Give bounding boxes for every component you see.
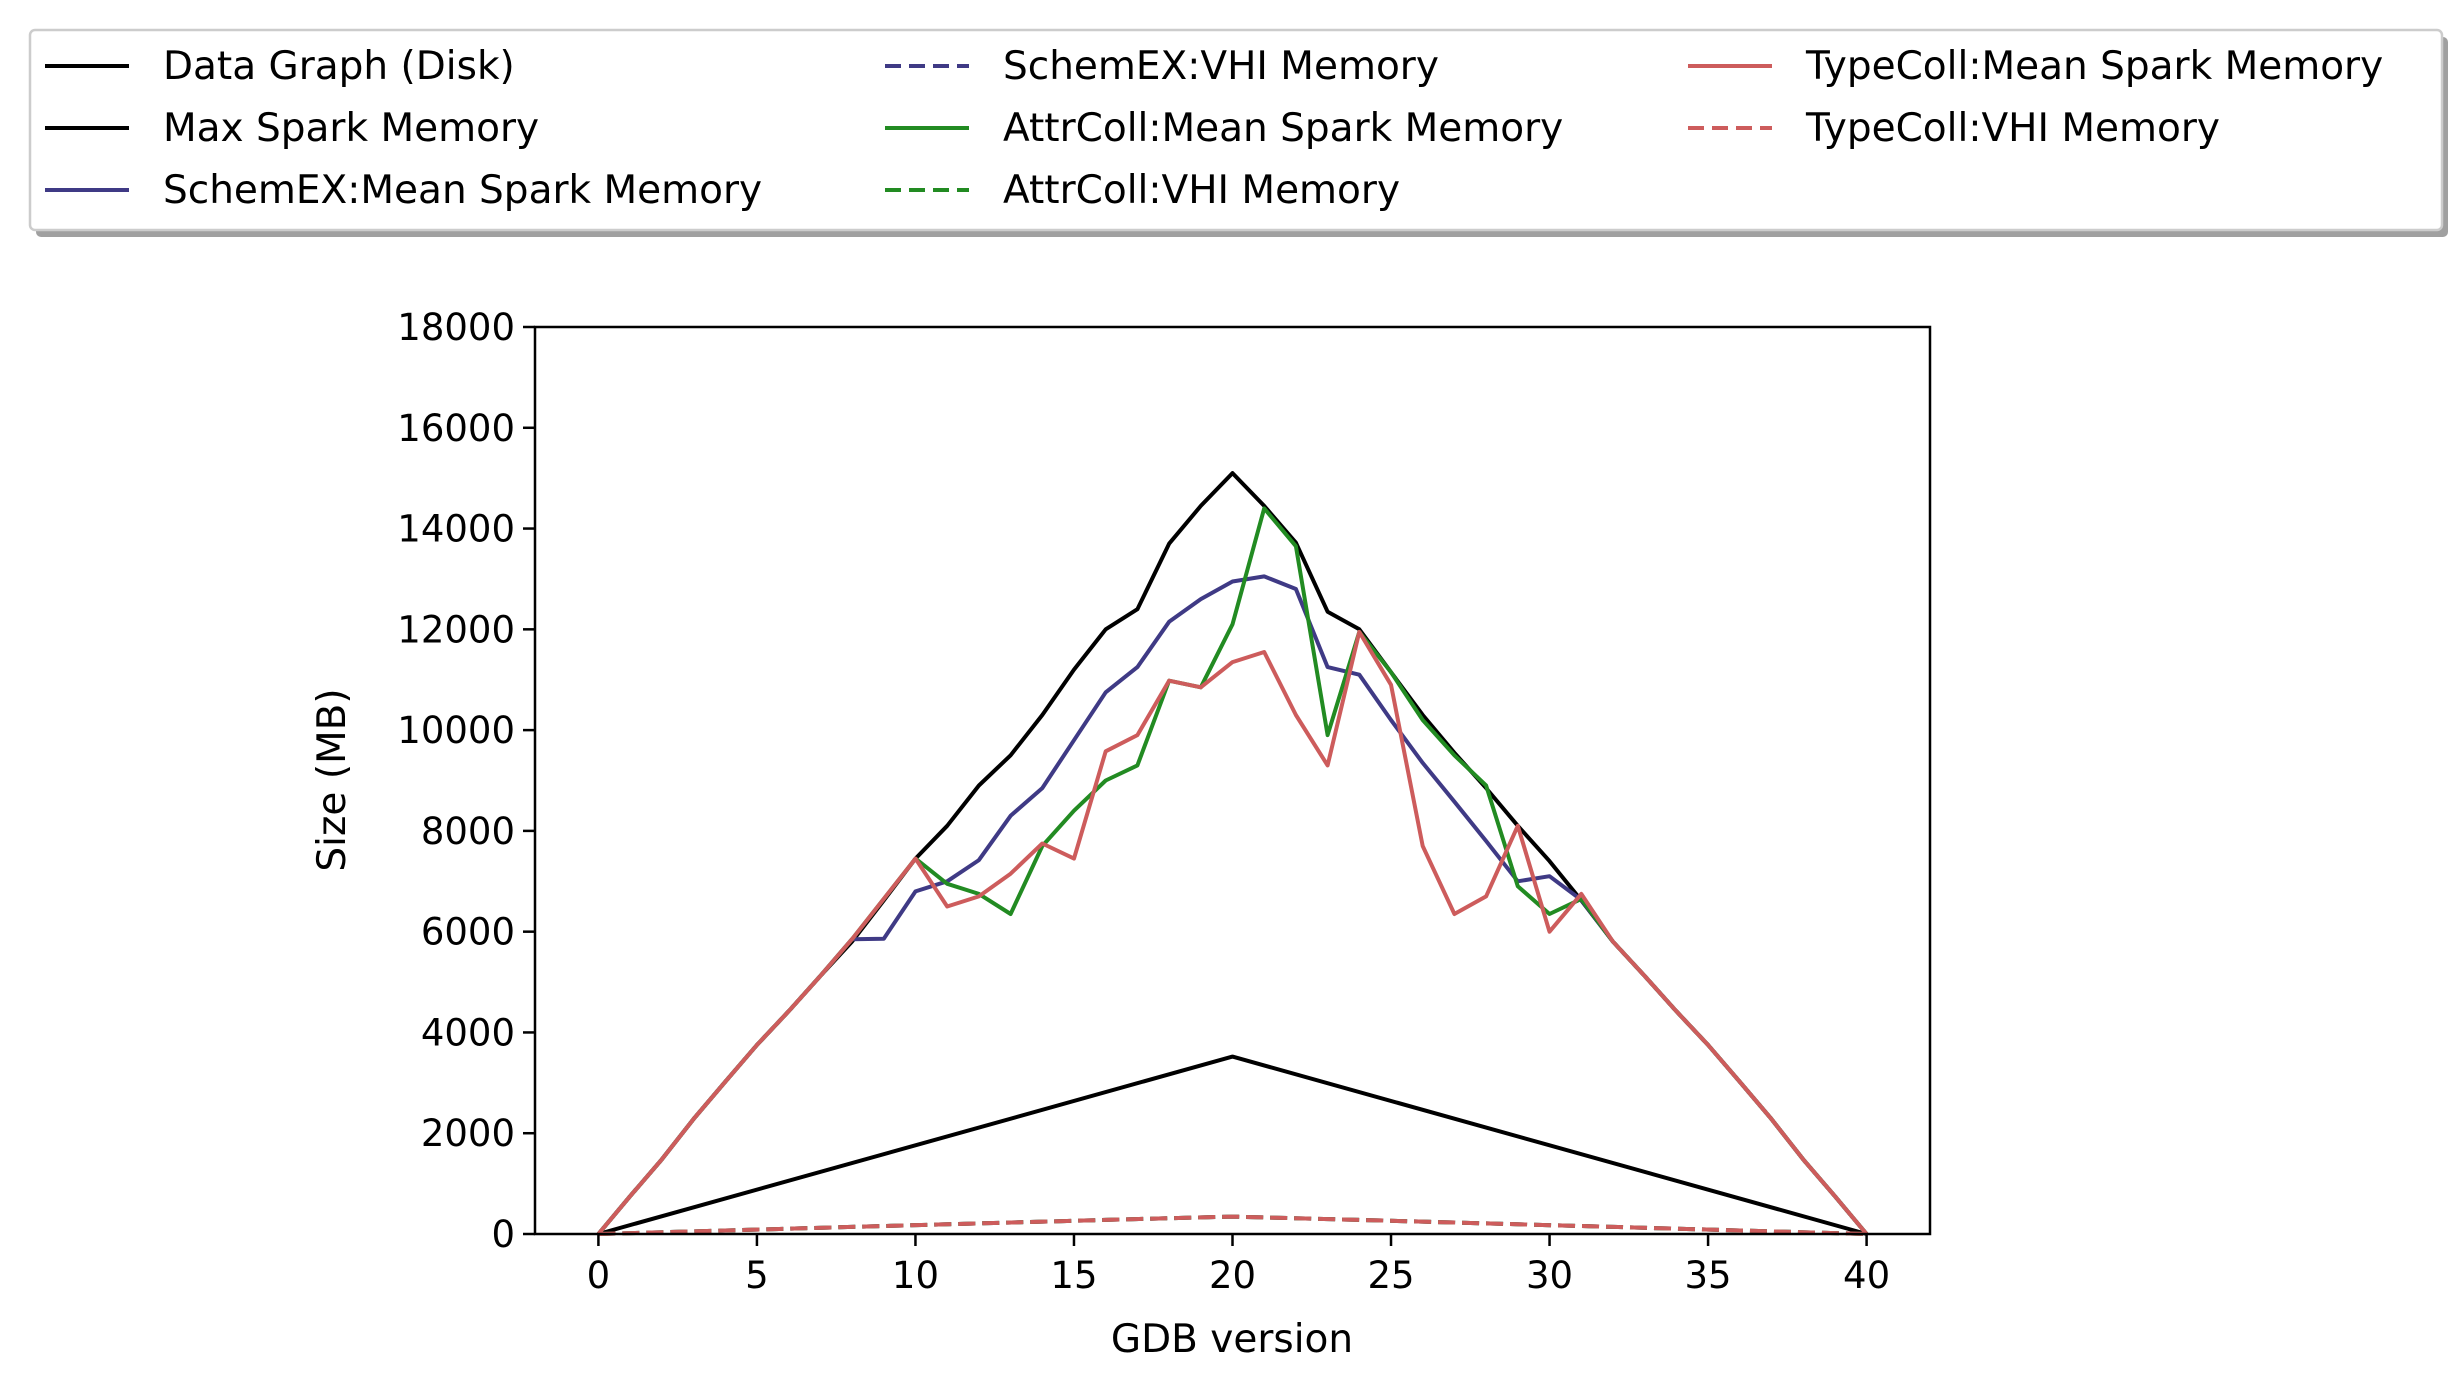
y-tick-label: 4000 bbox=[421, 1011, 515, 1054]
y-tick-label: 10000 bbox=[397, 709, 515, 752]
legend-label-attrcoll-vhi-memory: AttrColl:VHI Memory bbox=[1003, 168, 1400, 213]
x-ticks: 0 5 10 15 20 25 30 35 40 bbox=[587, 1234, 1890, 1297]
legend-label-schemex-mean-spark-memory: SchemEX:Mean Spark Memory bbox=[163, 168, 762, 213]
series-line-typecoll-vhi-memory bbox=[598, 1214, 1867, 1236]
legend-label-typecoll-mean-spark-memory: TypeColl:Mean Spark Memory bbox=[1805, 44, 2383, 89]
series-line-attrcoll-mean-spark-memory bbox=[596, 506, 1869, 1236]
legend-label-typecoll-vhi-memory: TypeColl:VHI Memory bbox=[1805, 106, 2220, 151]
series-line-data-graph-disk bbox=[597, 1054, 1868, 1236]
legend-label-max-spark-memory: Max Spark Memory bbox=[163, 106, 539, 151]
series-layer bbox=[596, 471, 1869, 1236]
plot-area: 0 5 10 15 20 25 30 35 40 0 2000 4000 6000 8000 10000 1… bbox=[310, 306, 1932, 1362]
y-tick-label: 8000 bbox=[421, 810, 515, 853]
x-tick-label: 15 bbox=[1050, 1254, 1097, 1297]
legend-label-attrcoll-mean-spark-memory: AttrColl:Mean Spark Memory bbox=[1003, 106, 1563, 151]
x-tick-label: 20 bbox=[1209, 1254, 1256, 1297]
series-line-schemex-vhi-memory bbox=[598, 1214, 1867, 1236]
y-tick-label: 18000 bbox=[397, 306, 515, 349]
x-tick-label: 5 bbox=[745, 1254, 769, 1297]
y-ticks: 0 2000 4000 6000 8000 10000 12000 14000 16000 180… bbox=[397, 306, 535, 1256]
legend: Data Graph (Disk) Max Spark Memory SchemEX… bbox=[28, 28, 2448, 237]
y-tick-label: 12000 bbox=[397, 608, 515, 651]
series-line-schemex-mean-spark-memory bbox=[596, 574, 1869, 1236]
plot-frame bbox=[533, 325, 1932, 1236]
x-axis-label: GDB version bbox=[1111, 1317, 1353, 1362]
y-axis-label: Size (MB) bbox=[310, 688, 355, 871]
x-tick-label: 35 bbox=[1685, 1254, 1732, 1297]
y-tick-label: 2000 bbox=[421, 1112, 515, 1155]
legend-frame bbox=[28, 28, 2444, 232]
x-tick-label: 30 bbox=[1526, 1254, 1573, 1297]
x-tick-label: 0 bbox=[587, 1254, 611, 1297]
y-tick-label: 6000 bbox=[421, 911, 515, 954]
legend-label-schemex-vhi-memory: SchemEX:VHI Memory bbox=[1003, 44, 1439, 89]
x-tick-label: 10 bbox=[892, 1254, 939, 1297]
legend-label-data-graph-disk: Data Graph (Disk) bbox=[163, 44, 515, 89]
series-line-typecoll-mean-spark-memory bbox=[596, 629, 1869, 1236]
x-tick-label: 25 bbox=[1367, 1254, 1414, 1297]
series-line-attrcoll-vhi-memory bbox=[598, 1214, 1867, 1236]
y-tick-label: 0 bbox=[491, 1213, 515, 1256]
x-tick-label: 40 bbox=[1843, 1254, 1890, 1297]
series-line-max-spark-memory bbox=[596, 471, 1869, 1236]
legend-items: Data Graph (Disk) Max Spark Memory SchemEX… bbox=[45, 44, 2383, 213]
y-tick-label: 14000 bbox=[397, 508, 515, 551]
y-tick-label: 16000 bbox=[397, 407, 515, 450]
